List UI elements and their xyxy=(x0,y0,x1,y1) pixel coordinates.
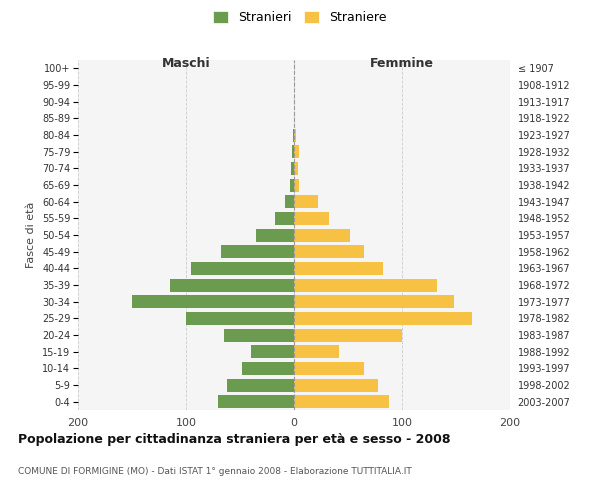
Bar xyxy=(294,228,350,241)
Bar xyxy=(251,345,294,358)
Bar xyxy=(294,378,378,392)
Bar xyxy=(191,262,294,275)
Bar xyxy=(294,245,364,258)
Bar xyxy=(294,178,299,192)
Bar xyxy=(294,328,402,342)
Bar xyxy=(294,312,472,325)
Bar xyxy=(227,378,294,392)
Bar xyxy=(291,162,294,175)
Bar xyxy=(294,162,298,175)
Bar xyxy=(221,245,294,258)
Bar xyxy=(294,145,299,158)
Bar xyxy=(286,195,294,208)
Bar xyxy=(294,362,364,375)
Bar xyxy=(132,295,294,308)
Bar xyxy=(224,328,294,342)
Bar xyxy=(294,395,389,408)
Bar xyxy=(294,195,318,208)
Bar xyxy=(256,228,294,241)
Bar xyxy=(294,278,437,291)
Bar xyxy=(290,178,294,192)
Y-axis label: Fasce di età: Fasce di età xyxy=(26,202,37,268)
Bar xyxy=(293,128,294,141)
Bar xyxy=(218,395,294,408)
Bar xyxy=(275,212,294,225)
Text: COMUNE DI FORMIGINE (MO) - Dati ISTAT 1° gennaio 2008 - Elaborazione TUTTITALIA.: COMUNE DI FORMIGINE (MO) - Dati ISTAT 1°… xyxy=(18,468,412,476)
Bar xyxy=(170,278,294,291)
Text: Popolazione per cittadinanza straniera per età e sesso - 2008: Popolazione per cittadinanza straniera p… xyxy=(18,432,451,446)
Bar xyxy=(294,212,329,225)
Legend: Stranieri, Straniere: Stranieri, Straniere xyxy=(213,11,387,24)
Bar xyxy=(294,262,383,275)
Bar xyxy=(294,128,296,141)
Bar xyxy=(186,312,294,325)
Bar xyxy=(242,362,294,375)
Text: Femmine: Femmine xyxy=(370,56,434,70)
Bar xyxy=(292,145,294,158)
Bar xyxy=(294,345,340,358)
Text: Maschi: Maschi xyxy=(161,56,211,70)
Bar xyxy=(294,295,454,308)
